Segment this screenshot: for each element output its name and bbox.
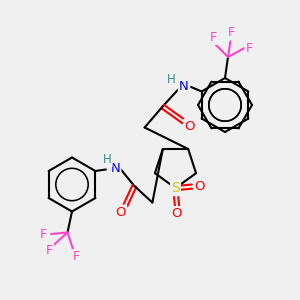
Text: H: H (103, 153, 112, 166)
Text: O: O (194, 180, 205, 193)
Text: F: F (73, 250, 80, 263)
Text: N: N (179, 80, 188, 93)
Text: F: F (40, 227, 47, 241)
Text: O: O (116, 206, 126, 219)
Text: F: F (227, 26, 235, 40)
Text: F: F (245, 41, 253, 55)
Text: F: F (209, 31, 217, 44)
Text: F: F (46, 244, 53, 257)
Text: S: S (171, 181, 180, 195)
Text: N: N (111, 161, 120, 175)
Text: O: O (172, 207, 182, 220)
Text: H: H (167, 73, 176, 86)
Text: O: O (184, 119, 195, 133)
